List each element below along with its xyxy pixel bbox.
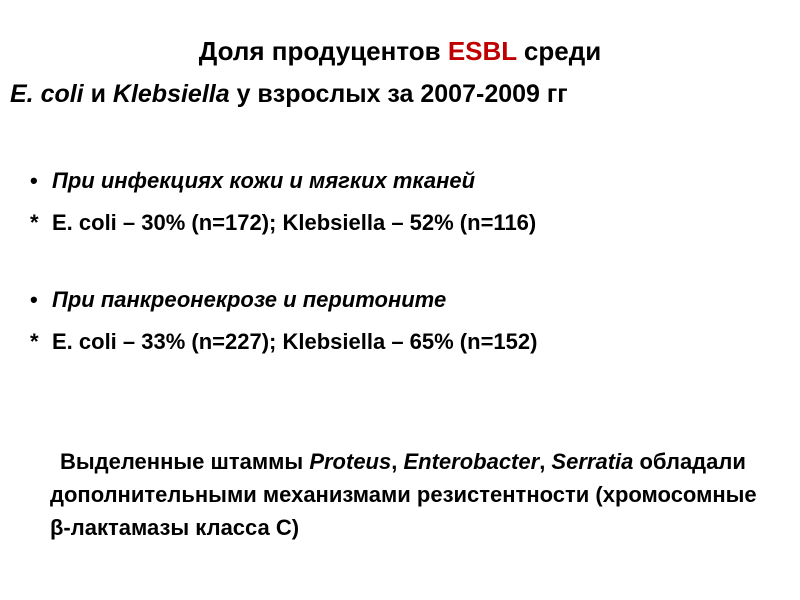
detail: * E. coli – 30% (n=172); Klebsiella – 52%… — [30, 206, 650, 239]
detail-text: E. coli – 30% (n=172); Klebsiella – 52% … — [52, 210, 537, 235]
note: Выделенные штаммы Proteus, Enterobacter,… — [50, 445, 770, 544]
title-highlight: ESBL — [447, 36, 517, 66]
title-text: у взрослых за 2007-2009 гг — [229, 80, 568, 108]
title-italic: Klebsiella — [112, 80, 230, 108]
bullet: При панкреонекрозе и перитоните — [30, 287, 446, 313]
note-italic: Enterobacter — [403, 449, 540, 474]
bullet: При инфекциях кожи и мягких тканей — [30, 168, 475, 194]
note-text: Выделенные штаммы — [60, 449, 310, 474]
detail-marker: * — [30, 210, 39, 235]
title-italic: E. coli — [10, 80, 84, 108]
note-text: , — [539, 449, 552, 474]
title-text: Доля продуцентов — [198, 36, 448, 66]
note-text: , — [391, 449, 404, 474]
detail-text: E. coli – 33% (n=227); Klebsiella – 65% … — [52, 329, 538, 354]
note-text: обладали дополнительными механизмами рез… — [50, 449, 757, 540]
note-italic: Serratia — [551, 449, 634, 474]
title-text: среди — [516, 36, 602, 66]
note-italic: Proteus — [309, 449, 392, 474]
detail: * E. coli – 33% (n=227); Klebsiella – 65%… — [30, 325, 650, 358]
title-text: и — [83, 80, 113, 108]
detail-marker: * — [30, 329, 39, 354]
title-line: Доля продуцентов ESBL среди — [0, 36, 800, 67]
bullet-heading: При инфекциях кожи и мягких тканей — [52, 168, 476, 193]
title-line: E. coli и Klebsiella у взрослых за 2007-… — [10, 80, 800, 109]
bullet-heading: При панкреонекрозе и перитоните — [52, 287, 447, 312]
